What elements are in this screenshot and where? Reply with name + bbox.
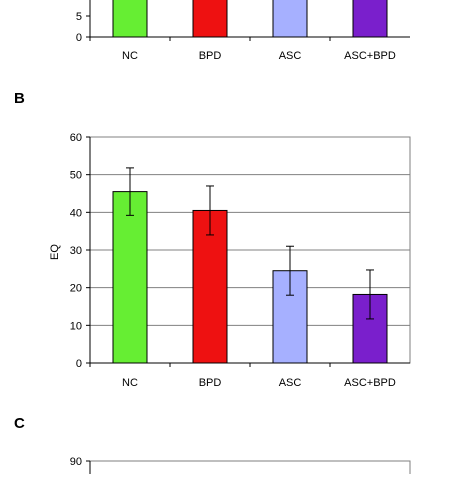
panel-b-y-tick-label: 50 [70, 170, 82, 182]
panel-b-y-ticks: 0 10 20 30 40 50 60 [70, 132, 90, 370]
panel-a-bar [272, 0, 308, 38]
panel-a-chart: 05 NC BPD ASC ASC+BPD [76, 0, 410, 62]
panel-a-x-tick-label: ASC+BPD [344, 50, 396, 62]
panel-b-y-tick-label: 60 [70, 132, 82, 144]
panel-a-x-tick-label: NC [122, 50, 138, 62]
panel-a-x-labels: NC BPD ASC ASC+BPD [89, 37, 396, 62]
panel-a-bar [112, 0, 148, 38]
panel-c-chart: 90 [70, 456, 411, 479]
panel-a-bar [192, 0, 228, 38]
panel-a-x-tick-label: BPD [199, 50, 222, 62]
panel-c-label: C [14, 415, 25, 432]
panel-b-bar [192, 209, 228, 364]
panel-b-x-tick-label: BPD [199, 377, 222, 389]
panel-a-y-ticks: 05 [76, 11, 90, 44]
panel-b-error-bars [126, 167, 374, 320]
panel-c-y-tick-label: 90 [70, 456, 82, 468]
panel-b-label: B [14, 90, 25, 107]
panel-b-y-axis-title: EQ [49, 244, 61, 260]
panel-b-y-tick-label: 40 [70, 207, 82, 219]
panel-b-chart: 0 10 20 30 40 50 60 NC BPD ASC ASC+BPD EQ [49, 132, 411, 389]
panel-b-y-tick-label: 30 [70, 245, 82, 257]
panel-b-x-tick-label: ASC [279, 377, 302, 389]
panel-a-y-tick-label: 0 [76, 32, 82, 44]
panel-b-x-tick-label: ASC+BPD [344, 377, 396, 389]
panel-b-y-tick-label: 0 [76, 358, 82, 370]
panel-c-plot-frame [89, 460, 411, 479]
panel-c-y-ticks: 90 [70, 456, 90, 468]
panel-a-y-tick-label: 5 [76, 11, 82, 23]
panel-a-bars [112, 0, 388, 38]
panel-b-y-tick-label: 20 [70, 283, 82, 295]
panel-b-bars [112, 191, 388, 364]
panel-b-x-labels: NC BPD ASC ASC+BPD [89, 363, 396, 389]
panel-b-x-tick-label: NC [122, 377, 138, 389]
panel-a-x-tick-label: ASC [279, 50, 302, 62]
panel-a-bar [352, 0, 388, 38]
panel-b-y-tick-label: 10 [70, 320, 82, 332]
panel-b-bar [112, 191, 148, 364]
